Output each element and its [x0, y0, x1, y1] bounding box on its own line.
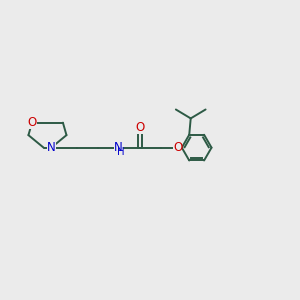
Text: O: O: [135, 121, 145, 134]
Text: H: H: [117, 147, 124, 157]
Text: N: N: [47, 141, 56, 154]
Text: N: N: [114, 141, 123, 154]
Text: O: O: [27, 116, 37, 129]
Text: O: O: [173, 141, 182, 154]
